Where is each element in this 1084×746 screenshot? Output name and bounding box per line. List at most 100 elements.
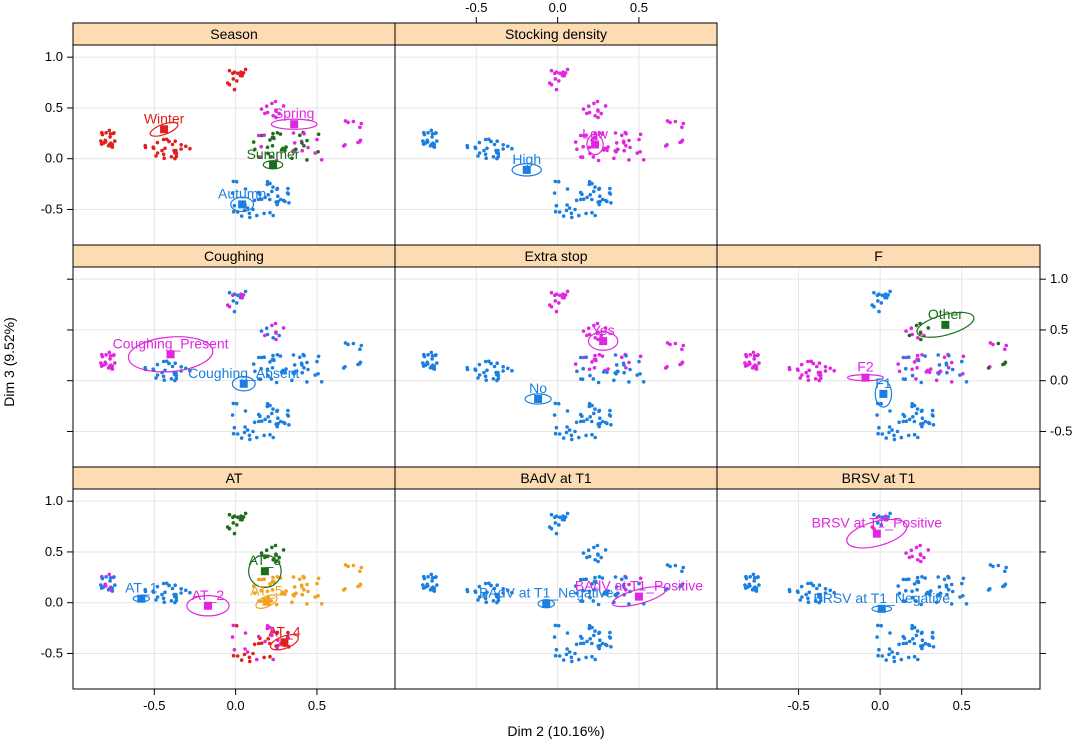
data-point	[890, 428, 894, 432]
category-centroid	[941, 320, 950, 329]
data-point	[757, 583, 761, 587]
data-point	[108, 576, 113, 580]
data-point	[903, 377, 907, 382]
data-point	[944, 585, 949, 589]
data-point	[430, 576, 435, 580]
data-point	[549, 512, 554, 517]
data-point	[875, 635, 879, 639]
data-point	[227, 68, 232, 73]
data-point	[558, 515, 562, 520]
panel-border	[716, 488, 1041, 690]
data-point	[346, 120, 350, 125]
data-point	[565, 409, 570, 413]
data-point	[270, 189, 274, 194]
data-point	[358, 125, 362, 130]
data-point	[553, 401, 558, 406]
data-point	[599, 111, 603, 116]
data-point	[588, 595, 592, 600]
data-point	[573, 584, 578, 588]
data-point	[942, 355, 947, 360]
data-point	[744, 354, 749, 359]
data-point	[787, 365, 792, 370]
data-point	[256, 190, 261, 195]
data-point	[813, 599, 818, 603]
data-point	[554, 531, 559, 536]
data-point	[877, 647, 881, 652]
data-point	[477, 140, 482, 145]
data-point	[99, 142, 104, 146]
data-point	[620, 577, 624, 582]
data-point	[593, 353, 597, 358]
data-point	[567, 206, 572, 210]
data-point	[300, 585, 304, 589]
x-tick-label: 0.5	[630, 0, 648, 15]
category-centroid	[290, 120, 299, 129]
data-point	[270, 101, 274, 106]
data-point	[817, 361, 822, 366]
data-point	[430, 354, 435, 358]
data-point	[266, 415, 271, 419]
data-point	[268, 181, 272, 186]
data-point	[627, 582, 631, 587]
category-label: Other	[928, 306, 963, 322]
data-point	[271, 629, 275, 633]
data-point	[681, 343, 686, 348]
y-tick-label: -0.5	[1050, 423, 1072, 438]
data-point	[596, 602, 601, 607]
data-point	[597, 187, 601, 191]
data-point	[600, 419, 605, 424]
data-point	[628, 367, 632, 372]
data-point	[506, 144, 510, 149]
data-point	[561, 514, 565, 518]
data-point	[487, 137, 491, 142]
data-points	[99, 67, 364, 220]
data-point	[870, 525, 874, 529]
category-label: Summer	[247, 146, 300, 162]
confidence-ellipse	[611, 586, 667, 608]
data-point	[482, 148, 486, 153]
confidence-ellipse	[127, 336, 214, 373]
data-point	[565, 511, 570, 516]
data-point	[938, 591, 943, 596]
data-point	[892, 655, 896, 660]
panel-season: Season Winter Spring Summer Autumn	[72, 22, 396, 246]
data-point	[110, 586, 115, 591]
data-point	[281, 104, 286, 108]
data-point	[608, 186, 612, 191]
data-point	[169, 599, 174, 603]
data-point	[143, 143, 147, 148]
data-point	[637, 137, 641, 142]
data-point	[906, 655, 911, 660]
data-point	[804, 592, 808, 597]
data-point	[179, 143, 183, 147]
data-point	[167, 139, 171, 144]
data-point	[359, 121, 364, 126]
data-point	[799, 584, 804, 589]
y-tick-label: -0.5	[41, 201, 63, 216]
data-point	[160, 592, 164, 597]
data-point	[107, 128, 112, 133]
data-point	[638, 150, 642, 154]
data-point	[1003, 347, 1007, 352]
x-tick-label: -0.5	[787, 698, 809, 713]
data-point	[501, 147, 505, 151]
confidence-ellipse	[586, 133, 604, 156]
data-point	[806, 374, 810, 379]
category-label: AT_5	[250, 583, 283, 599]
data-point	[595, 543, 600, 548]
data-point	[574, 420, 579, 425]
category-label: BRSV at T1_Negative	[813, 590, 950, 606]
data-point	[154, 376, 158, 380]
data-point	[251, 362, 256, 366]
data-point	[553, 209, 558, 214]
data-point	[892, 659, 897, 664]
data-point	[577, 213, 581, 218]
data-point	[501, 143, 506, 147]
category-centroid	[542, 599, 551, 608]
data-point	[743, 364, 748, 368]
data-point	[313, 595, 318, 599]
data-point	[920, 353, 924, 357]
data-point	[259, 551, 264, 555]
